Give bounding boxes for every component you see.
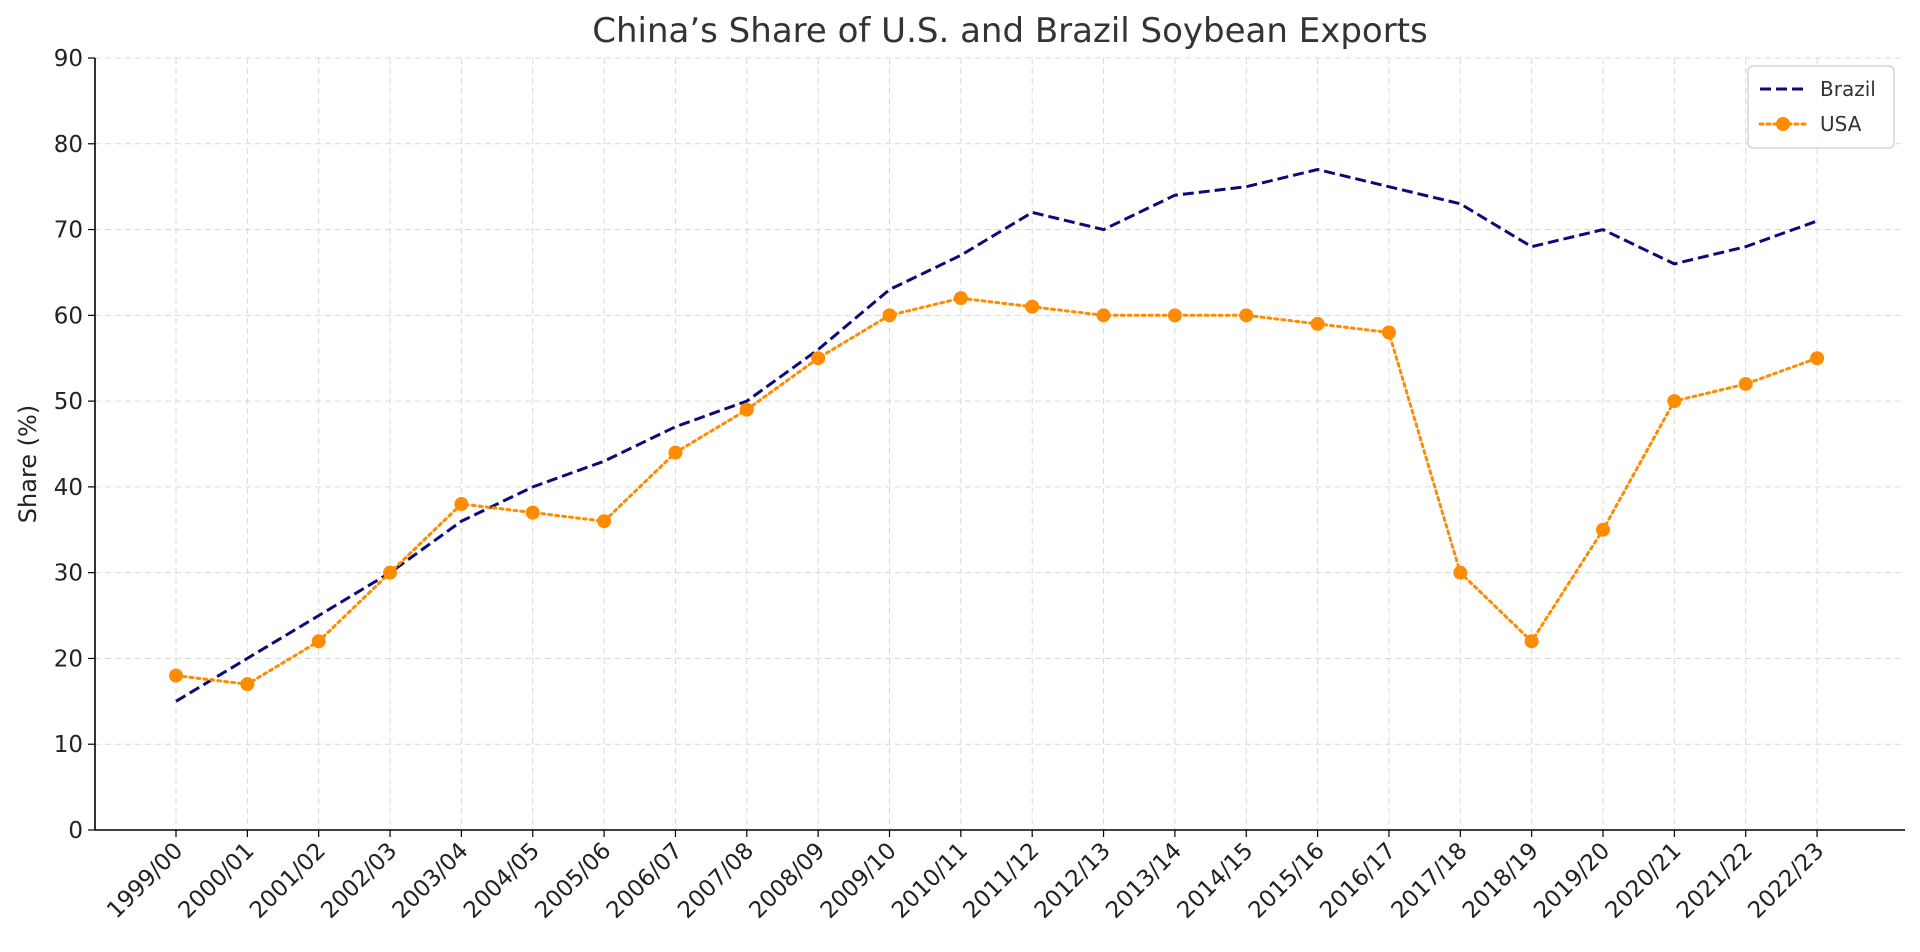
x-tick-label: 2007/08 bbox=[673, 838, 759, 924]
usa-point bbox=[882, 308, 897, 323]
x-tick-label: 2011/12 bbox=[958, 838, 1044, 924]
x-tick-label: 2020/21 bbox=[1601, 838, 1687, 924]
usa-point bbox=[1025, 299, 1040, 314]
usa-point bbox=[739, 402, 754, 417]
usa-point bbox=[1239, 308, 1254, 323]
legend-usa-marker bbox=[1776, 117, 1790, 131]
x-tick-label: 2021/22 bbox=[1672, 838, 1758, 924]
x-tick-label: 2016/17 bbox=[1315, 838, 1401, 924]
x-tick-label: 2002/03 bbox=[316, 838, 402, 924]
usa-point bbox=[1738, 376, 1753, 391]
usa-point bbox=[811, 351, 826, 366]
x-tick-label: 2017/18 bbox=[1387, 838, 1473, 924]
x-tick-label: 2014/15 bbox=[1173, 838, 1259, 924]
y-tick-label: 90 bbox=[54, 46, 83, 72]
usa-point bbox=[1596, 522, 1610, 537]
x-tick-label: 2001/02 bbox=[245, 838, 331, 924]
x-tick-label: 2006/07 bbox=[602, 838, 688, 924]
x-tick-label: 2015/16 bbox=[1244, 838, 1330, 924]
x-tick-label: 1999/00 bbox=[102, 838, 188, 924]
y-tick-label: 20 bbox=[54, 646, 83, 672]
usa-point bbox=[1167, 308, 1182, 323]
x-tick-label: 2004/05 bbox=[459, 838, 545, 924]
brazil-series-line bbox=[175, 168, 1818, 703]
usa-point bbox=[1381, 325, 1396, 340]
x-tick-label: 2010/11 bbox=[887, 838, 973, 924]
y-axis-label: Share (%) bbox=[14, 405, 42, 523]
x-tick-label: 2013/14 bbox=[1101, 838, 1187, 924]
series-layer bbox=[169, 168, 1825, 703]
x-tick-label: 2012/13 bbox=[1030, 838, 1116, 924]
usa-point bbox=[454, 497, 469, 512]
usa-point bbox=[1667, 394, 1682, 409]
x-tick-label: 2005/06 bbox=[530, 838, 616, 924]
usa-point bbox=[1810, 351, 1825, 366]
y-tick-label: 50 bbox=[54, 389, 83, 415]
x-tick-label: 2008/09 bbox=[744, 838, 830, 924]
usa-point bbox=[1310, 316, 1325, 331]
usa-point bbox=[169, 668, 183, 683]
x-tick-label: 2000/01 bbox=[174, 838, 260, 924]
usa-point bbox=[311, 634, 326, 649]
chart-title: China’s Share of U.S. and Brazil Soybean… bbox=[592, 11, 1428, 51]
usa-point bbox=[668, 445, 683, 460]
x-tick-label: 2018/19 bbox=[1458, 838, 1544, 924]
x-tick-label: 2003/04 bbox=[388, 838, 474, 924]
y-tick-label: 60 bbox=[54, 303, 83, 329]
usa-point bbox=[953, 291, 968, 306]
x-tick-label: 2009/10 bbox=[816, 838, 902, 924]
y-tick-label: 10 bbox=[54, 732, 83, 758]
y-tick-label: 70 bbox=[54, 218, 83, 244]
usa-point bbox=[597, 514, 612, 529]
usa-point bbox=[1524, 634, 1539, 649]
legend-usa-label: USA bbox=[1820, 112, 1862, 136]
y-tick-label: 40 bbox=[54, 475, 83, 501]
y-tick-label: 80 bbox=[54, 132, 83, 158]
x-tick-label: 2019/20 bbox=[1529, 838, 1615, 924]
usa-point bbox=[525, 505, 540, 520]
usa-point bbox=[383, 565, 398, 580]
usa-point bbox=[1096, 308, 1111, 323]
usa-point bbox=[240, 677, 255, 692]
legend: Brazil USA bbox=[1747, 65, 1895, 149]
y-tick-label: 0 bbox=[68, 818, 83, 844]
usa-series-line bbox=[174, 296, 1819, 686]
legend-brazil-label: Brazil bbox=[1820, 77, 1876, 101]
usa-point bbox=[1453, 565, 1468, 580]
y-tick-label: 30 bbox=[54, 561, 83, 587]
x-tick-label: 2022/23 bbox=[1743, 838, 1829, 924]
grid bbox=[95, 57, 1905, 830]
